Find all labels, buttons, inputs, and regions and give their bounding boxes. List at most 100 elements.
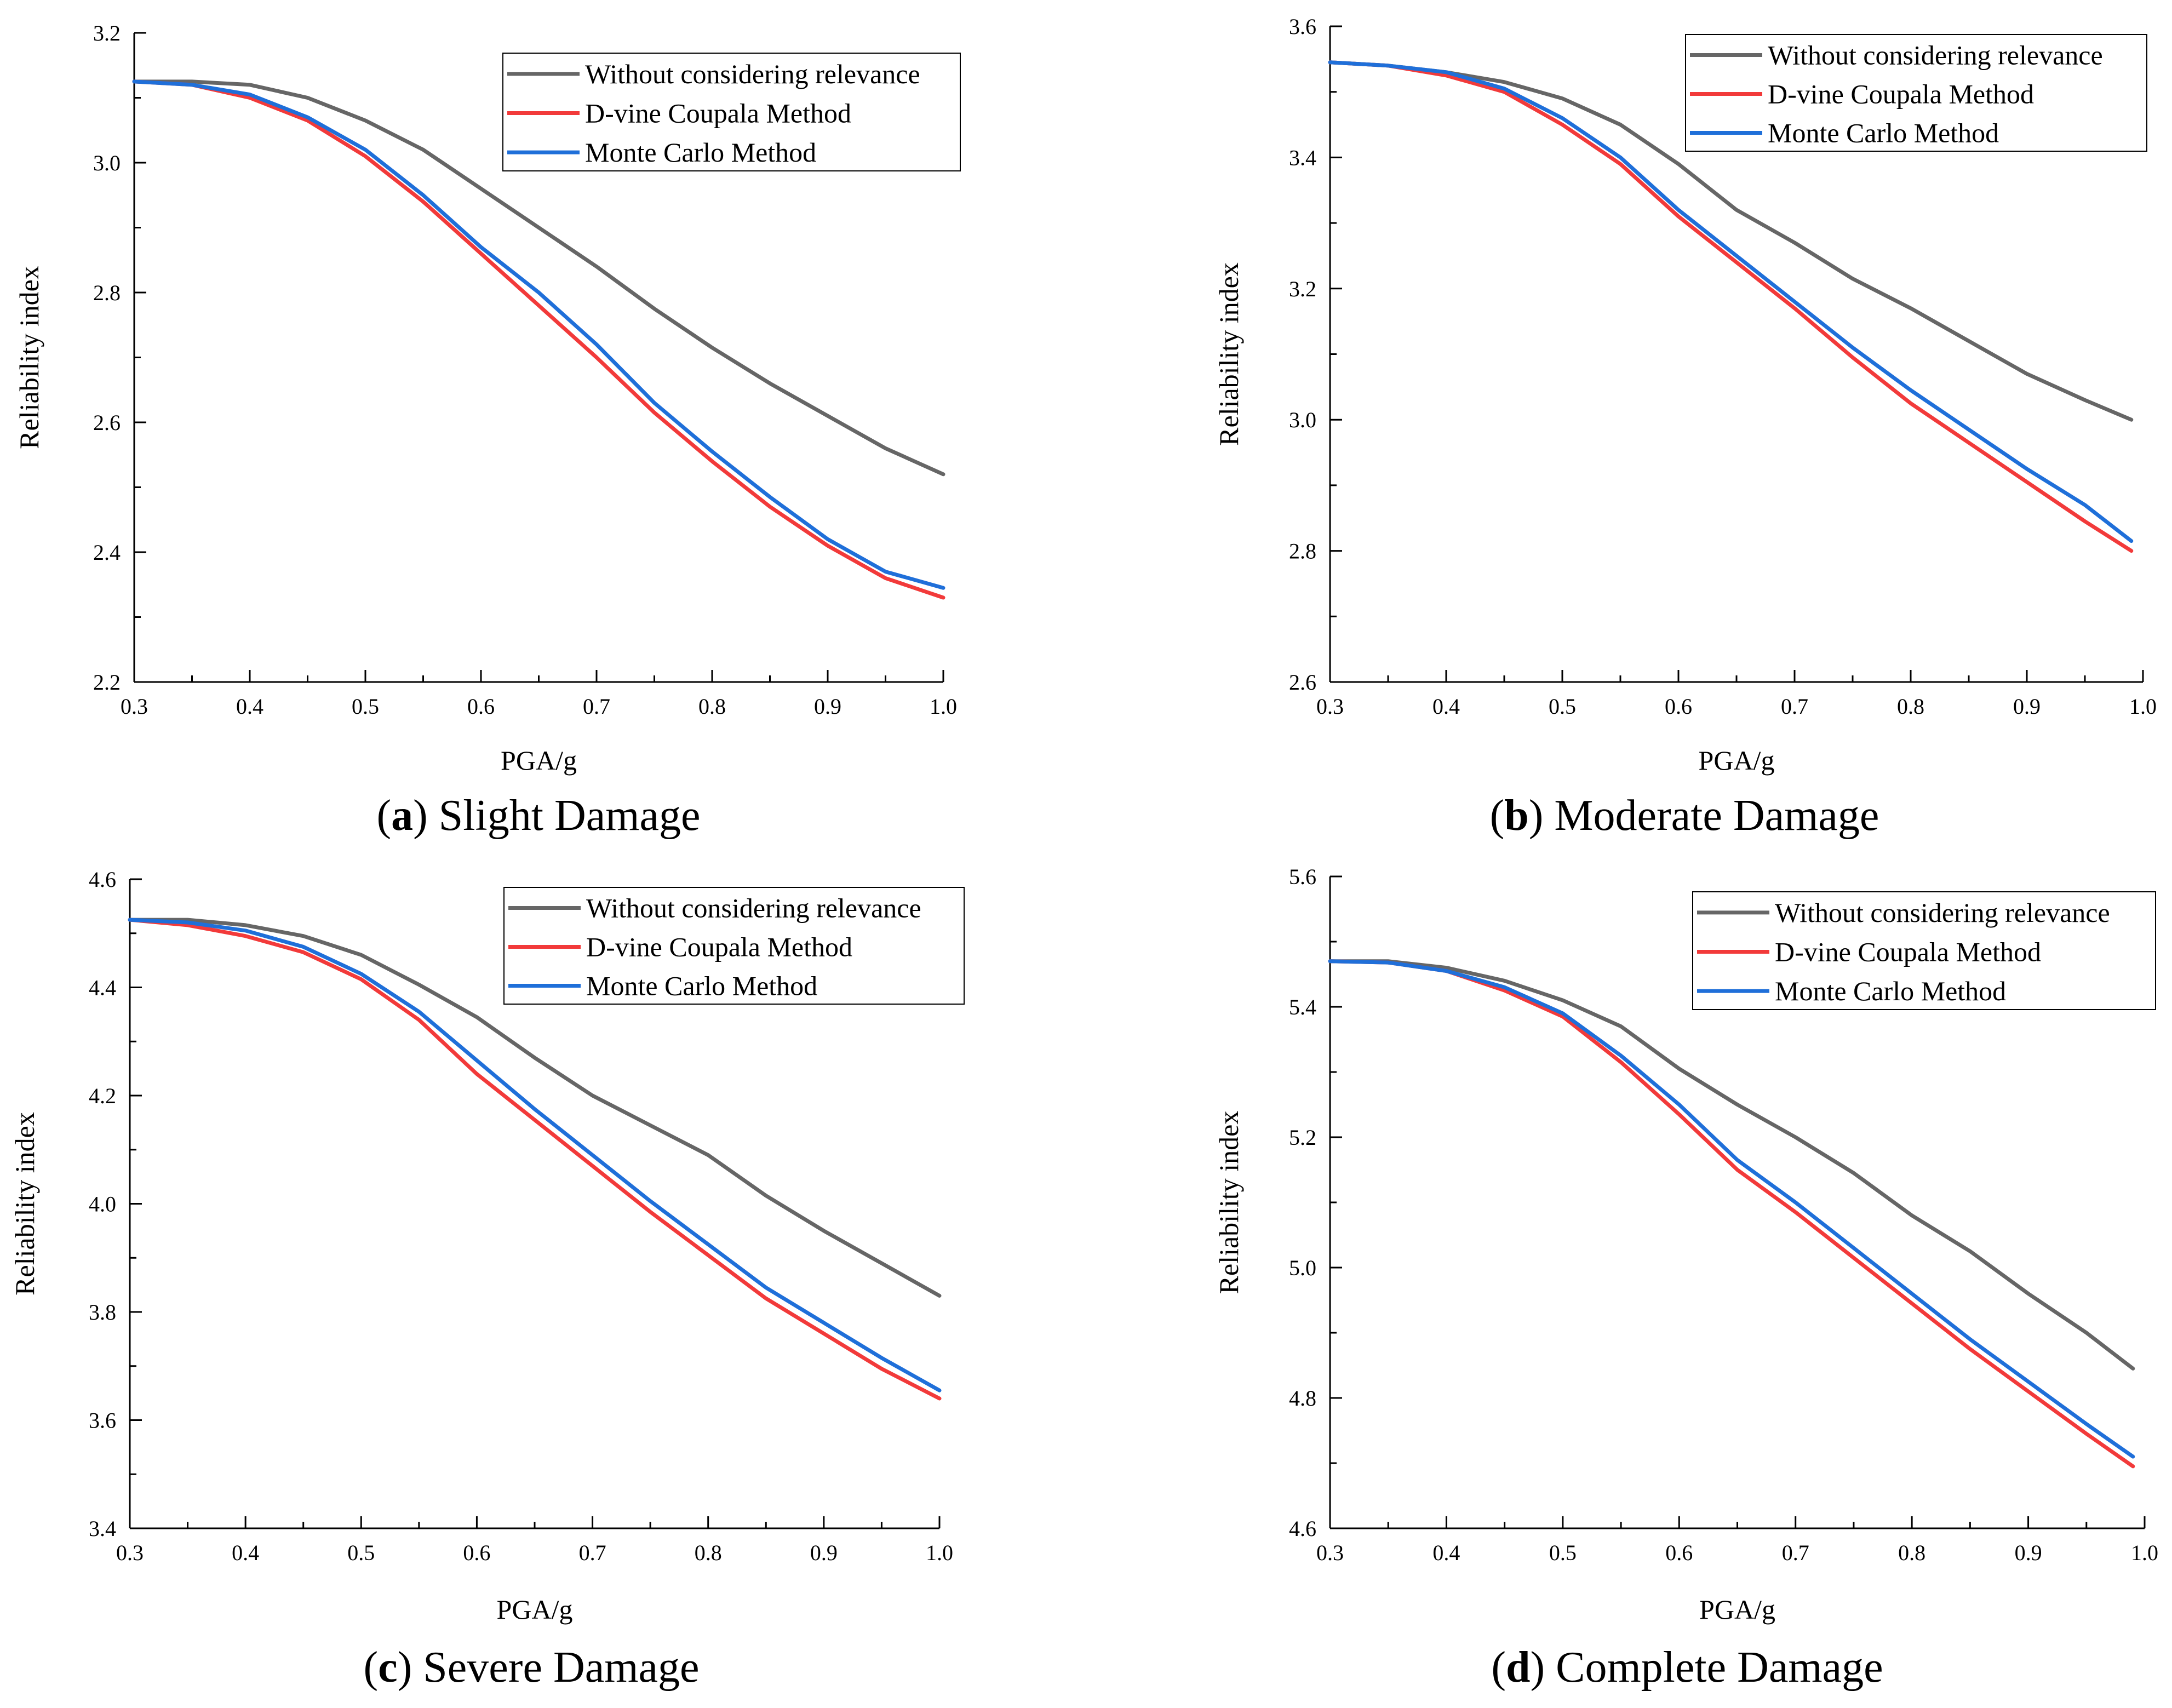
caption-open-paren: (: [1491, 1643, 1506, 1692]
series-line-dvine: [128, 918, 942, 1401]
x-tick-label: 0.6: [467, 694, 495, 719]
y-tick-label: 3.0: [1289, 408, 1316, 432]
x-tick-label: 1.0: [926, 1540, 953, 1565]
y-tick-label: 4.2: [89, 1084, 116, 1108]
y-tick-label: 4.6: [1289, 1516, 1316, 1541]
y-tick-label: 5.4: [1289, 995, 1316, 1019]
caption-open-paren: (: [1490, 792, 1505, 840]
y-tick-label: 3.8: [89, 1300, 116, 1325]
legend-label-monte: Monte Carlo Method: [585, 137, 816, 168]
series-line-dvine: [1328, 959, 2135, 1469]
x-tick-label: 0.8: [1897, 694, 1924, 719]
caption-letter: c: [378, 1643, 398, 1692]
panel-caption: (a) Slight Damage: [377, 792, 701, 840]
series-line-without: [1328, 959, 2135, 1371]
x-tick-label: 0.5: [1549, 1540, 1577, 1565]
panel-caption: (c) Severe Damage: [364, 1643, 700, 1692]
y-axis-label: Reliability index: [14, 266, 44, 449]
y-tick-label: 4.0: [89, 1192, 116, 1217]
y-tick-label: 2.4: [93, 540, 121, 565]
legend-label-without: Without considering relevance: [585, 59, 920, 89]
y-tick-label: 2.8: [93, 280, 121, 305]
x-tick-label: 0.3: [1316, 694, 1344, 719]
y-tick-label: 3.2: [1289, 277, 1316, 301]
x-tick-label: 0.5: [347, 1540, 375, 1565]
series-line-without: [1328, 60, 2134, 422]
y-tick-label: 3.6: [89, 1408, 116, 1433]
x-tick-label: 0.3: [1316, 1540, 1344, 1565]
y-tick-label: 3.4: [89, 1516, 116, 1541]
series-line-without: [132, 79, 945, 477]
legend-label-without: Without considering relevance: [1775, 897, 2110, 928]
x-tick-label: 1.0: [2129, 694, 2157, 719]
caption-title: ) Slight Damage: [413, 792, 700, 840]
y-tick-label: 2.6: [1289, 670, 1316, 695]
y-tick-label: 5.0: [1289, 1256, 1316, 1280]
x-tick-label: 0.8: [698, 694, 726, 719]
x-tick-label: 0.6: [1665, 1540, 1693, 1565]
series-line-monte: [1328, 959, 2135, 1459]
legend-label-monte: Monte Carlo Method: [586, 971, 817, 1001]
y-tick-label: 4.4: [89, 976, 116, 1000]
legend-label-dvine: D-vine Coupala Method: [585, 98, 851, 129]
x-tick-label: 0.7: [583, 694, 610, 719]
x-tick-label: 0.8: [695, 1540, 722, 1565]
x-tick-label: 0.9: [814, 694, 841, 719]
x-tick-label: 0.6: [1665, 694, 1692, 719]
y-tick-label: 2.6: [93, 410, 121, 435]
chart-panel-a: 0.3 0.4 0.5 0.6 0.7 0.8 0.9 1.0 2.2 2.4 2.6 2.8 3.0 3…: [14, 21, 961, 840]
legend: Without considering relevance D-vine Coup…: [502, 53, 961, 171]
panel-caption: (d) Complete Damage: [1491, 1643, 1883, 1692]
x-axis-label: PGA/g: [1699, 1594, 1775, 1625]
x-tick-label: 0.4: [1432, 694, 1460, 719]
y-axis-label: Reliability index: [9, 1112, 40, 1296]
legend-label-dvine: D-vine Coupala Method: [586, 932, 852, 962]
y-tick-label: 3.2: [93, 21, 121, 45]
legend: Without considering relevance D-vine Coup…: [1692, 891, 2156, 1010]
chart-panel-b: 0.3 0.4 0.5 0.6 0.7 0.8 0.9 1.0 2.6 2.8 3.0 3.2 3.4 3…: [1213, 14, 2157, 840]
y-tick-label: 4.6: [89, 867, 116, 892]
x-axis-label: PGA/g: [501, 745, 577, 776]
legend-label-without: Without considering relevance: [586, 893, 921, 924]
x-tick-label: 1.0: [930, 694, 957, 719]
legend: Without considering relevance D-vine Coup…: [1685, 34, 2147, 152]
legend: Without considering relevance D-vine Coup…: [503, 887, 965, 1005]
caption-letter: d: [1506, 1643, 1531, 1692]
legend-label-without: Without considering relevance: [1768, 40, 2103, 71]
x-tick-label: 0.3: [121, 694, 148, 719]
chart-panel-c: 0.3 0.4 0.5 0.6 0.7 0.8 0.9 1.0 3.4 3.6 3.8 4.0 4.2 4…: [9, 867, 965, 1692]
legend-label-dvine: D-vine Coupala Method: [1768, 79, 2034, 110]
chart-panel-d: 0.3 0.4 0.5 0.6 0.7 0.8 0.9 1.0 4.6 4.8 5.0 5.2 5.4 5…: [1213, 864, 2158, 1692]
legend-label-monte: Monte Carlo Method: [1775, 976, 2006, 1006]
y-tick-label: 5.6: [1289, 864, 1316, 889]
x-tick-label: 0.6: [463, 1540, 490, 1565]
x-tick-label: 0.3: [116, 1540, 144, 1565]
legend-label-dvine: D-vine Coupala Method: [1775, 937, 2041, 967]
x-tick-label: 0.9: [810, 1540, 838, 1565]
y-axis-label: Reliability index: [1213, 1111, 1244, 1294]
y-tick-label: 3.0: [93, 151, 121, 175]
series-line-monte: [1328, 60, 2134, 543]
x-tick-label: 0.4: [232, 1540, 259, 1565]
legend-label-monte: Monte Carlo Method: [1768, 118, 1999, 148]
caption-title: ) Complete Damage: [1530, 1643, 1883, 1692]
x-tick-label: 0.7: [1781, 694, 1808, 719]
series-line-dvine: [1328, 60, 2134, 553]
series-line-without: [128, 918, 942, 1298]
x-axis-label: PGA/g: [1699, 745, 1775, 776]
panel-caption: (b) Moderate Damage: [1490, 792, 1879, 840]
x-tick-label: 0.4: [236, 694, 263, 719]
y-tick-label: 3.4: [1289, 145, 1316, 170]
caption-letter: b: [1504, 792, 1529, 840]
series-line-dvine: [132, 79, 945, 600]
x-tick-label: 0.7: [579, 1540, 606, 1565]
x-tick-label: 0.9: [2013, 694, 2041, 719]
y-axis-label: Reliability index: [1213, 262, 1244, 446]
y-tick-label: 2.2: [93, 670, 121, 695]
x-tick-label: 0.8: [1898, 1540, 1925, 1565]
y-tick-label: 5.2: [1289, 1125, 1316, 1150]
x-tick-label: 0.5: [352, 694, 379, 719]
x-tick-label: 0.7: [1782, 1540, 1809, 1565]
y-tick-label: 3.6: [1289, 14, 1316, 39]
